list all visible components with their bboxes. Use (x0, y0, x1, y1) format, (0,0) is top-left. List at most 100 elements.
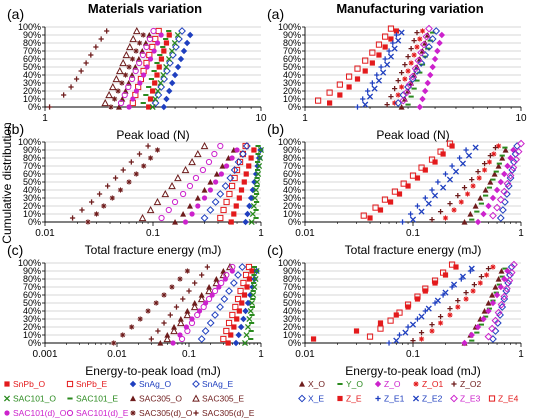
legend-item-z-o: Z_O (374, 379, 401, 389)
data-point (96, 191, 103, 197)
data-point (239, 150, 247, 158)
data-point (375, 77, 383, 84)
x-tick-label: 1 (518, 228, 524, 239)
data-point (377, 207, 384, 213)
data-point (493, 203, 501, 212)
data-point (151, 48, 157, 54)
legend-label: SAC305_E (202, 394, 244, 404)
data-point (418, 164, 425, 171)
series-sac101-d-e (158, 142, 224, 222)
legend-label: SAC305(d)_E (202, 408, 255, 418)
data-point (414, 293, 421, 300)
y-tick-label: 100% (278, 22, 301, 32)
data-point (98, 36, 104, 42)
data-point (85, 219, 91, 225)
data-point (377, 325, 384, 332)
data-point (157, 340, 164, 346)
series-sac101-d-o (126, 32, 164, 110)
data-point (132, 26, 141, 35)
y-tick-label: 80% (23, 38, 41, 48)
data-point (480, 210, 487, 218)
data-point (447, 306, 453, 312)
y-tick-label: 0% (28, 338, 41, 348)
data-point (500, 292, 509, 301)
data-point (136, 59, 143, 67)
data-point (158, 214, 165, 222)
data-point (380, 69, 387, 76)
series-x-o (461, 147, 509, 225)
series-snpb-o (225, 268, 255, 346)
legend-item-sac305-d-e: SAC305(d)_E (193, 408, 255, 418)
data-point (168, 47, 176, 55)
data-point (429, 187, 435, 193)
data-point (191, 300, 198, 306)
data-point (446, 140, 454, 147)
y-tick-label: 80% (23, 153, 41, 163)
y-tick-label: 40% (23, 70, 41, 80)
x-tick-label: 0.1 (146, 228, 160, 239)
data-point (256, 162, 263, 170)
data-point (250, 202, 257, 210)
data-point (155, 328, 161, 334)
data-point (140, 32, 146, 38)
data-point (327, 100, 333, 106)
data-point (151, 99, 160, 107)
series-z-e2 (409, 144, 479, 223)
data-point (489, 335, 497, 343)
data-point (146, 35, 154, 43)
data-point (513, 142, 521, 150)
data-point (219, 163, 226, 169)
data-point (463, 147, 469, 153)
data-point (246, 276, 252, 282)
data-point (429, 328, 435, 334)
data-point (133, 171, 139, 177)
data-point (192, 280, 198, 286)
data-point (78, 68, 84, 74)
y-tick-label: 90% (283, 30, 301, 40)
y-tick-label: 10% (23, 94, 41, 104)
data-point (133, 88, 140, 94)
series-z-o2 (410, 266, 492, 344)
data-point (478, 274, 485, 280)
data-point (158, 32, 164, 38)
data-point (234, 158, 243, 166)
panel-manufacturing-a: 0%10%20%30%40%50%60%70%80%90%100% 1 10 (a) P… (267, 6, 527, 142)
data-point (195, 203, 201, 209)
data-point (402, 88, 411, 97)
data-point (405, 80, 414, 89)
data-point (405, 68, 411, 74)
x-tick-label: 0.001 (32, 349, 57, 360)
y-tick-label: 90% (23, 145, 41, 155)
y-tick-label: 60% (283, 169, 301, 179)
data-point (171, 324, 178, 330)
data-point (419, 95, 426, 103)
data-point (417, 59, 426, 67)
data-point (242, 218, 249, 226)
data-point (499, 155, 506, 161)
data-point (174, 31, 181, 39)
data-point (369, 60, 375, 66)
data-point (419, 28, 426, 34)
data-point (201, 327, 210, 335)
y-tick-label: 60% (23, 290, 41, 300)
data-point (145, 308, 151, 314)
data-point (93, 211, 100, 217)
data-point (190, 302, 199, 311)
data-point (434, 297, 441, 304)
data-point (125, 42, 134, 51)
data-point (398, 70, 405, 76)
data-point (428, 35, 437, 43)
data-point (163, 95, 170, 103)
legend-item-sac101-d-o: SAC101(d)_O (4, 408, 67, 418)
data-point (492, 284, 499, 290)
x-axis-title: Peak load (N) (116, 128, 189, 142)
data-point (491, 316, 500, 325)
data-point (395, 37, 402, 44)
data-point (409, 216, 417, 223)
data-point (407, 211, 414, 217)
data-point (132, 67, 139, 75)
data-point (194, 311, 201, 319)
data-point (129, 34, 138, 43)
data-point (182, 219, 189, 225)
